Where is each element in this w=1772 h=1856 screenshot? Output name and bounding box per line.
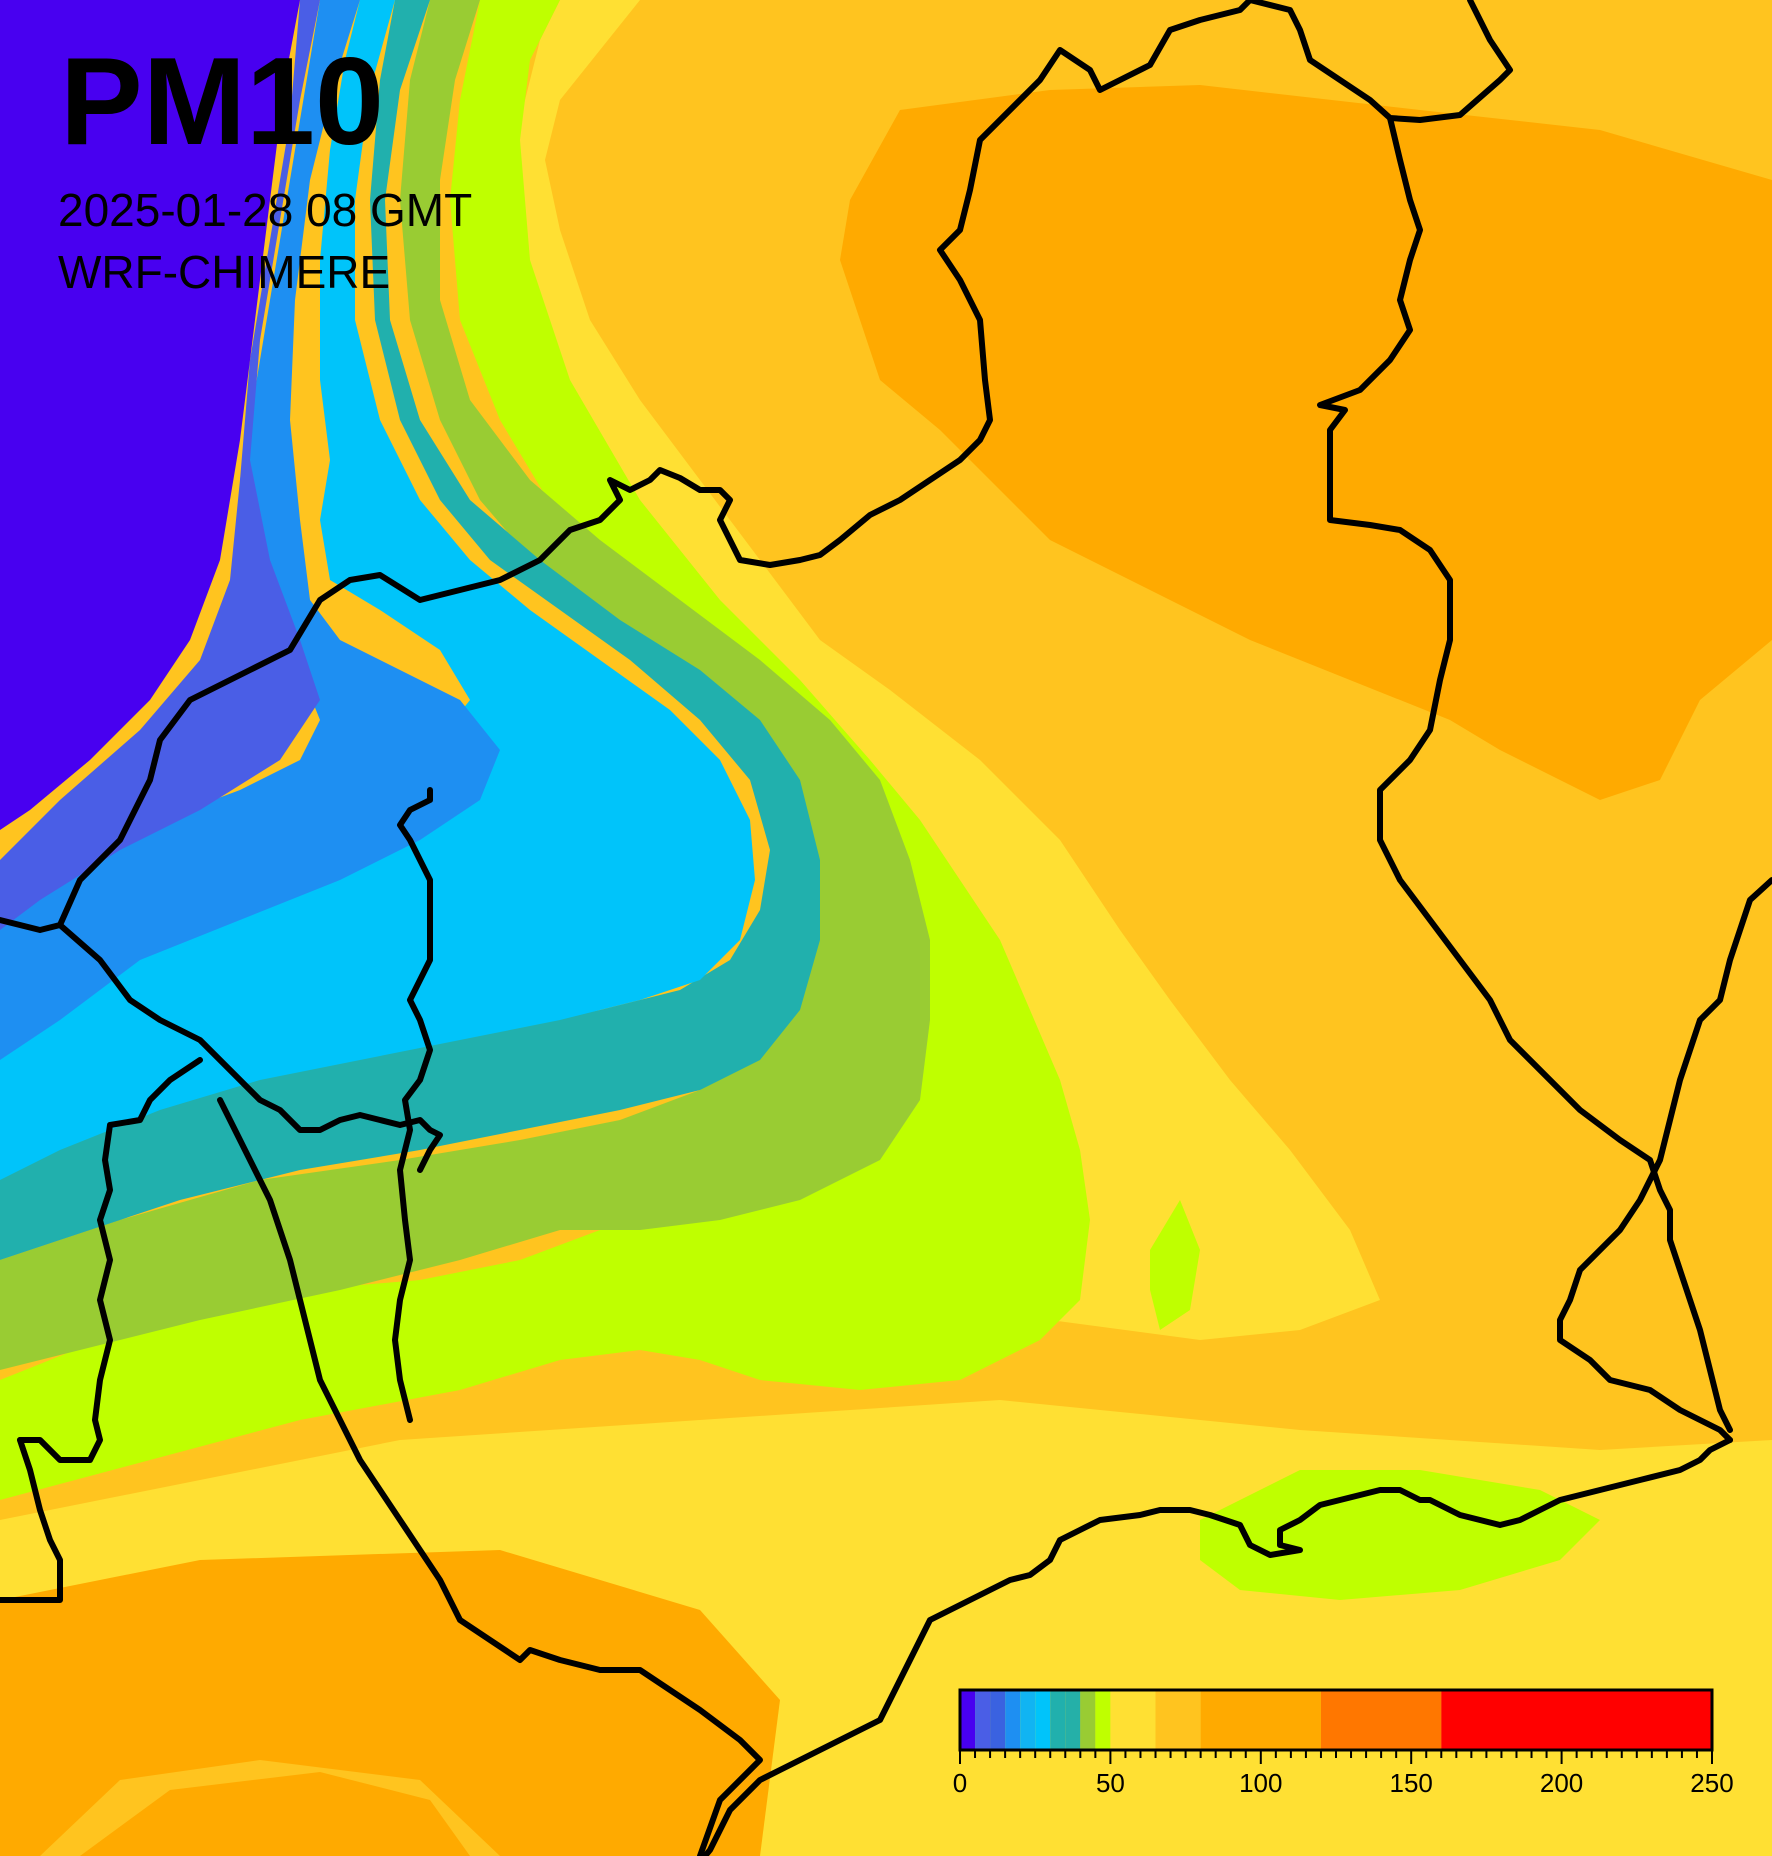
colorbar-tick-label: 250 [1690,1768,1733,1798]
border-inner-1 [57,922,443,1173]
field-orange-southwest-core [80,1772,470,1856]
map-title: PM10 [60,33,384,171]
colorbar-band [1095,1690,1111,1750]
colorbar: 0 50 100 150 200 250 [953,1688,1734,1798]
border-inner-2 [17,1057,203,1463]
colorbar-band [975,1690,991,1750]
colorbar-band [1320,1690,1442,1750]
forecast-timestamp: 2025-01-28 08 GMT [58,184,473,236]
colorbar-band [1005,1690,1021,1750]
border-east-2 [1557,877,1772,1443]
border-southwest [217,1097,763,1856]
colorbar-band [1200,1690,1321,1750]
colorbar-band [1155,1690,1201,1750]
colorbar-band [1080,1690,1096,1750]
border-east-north [1247,0,1513,123]
field-orange-northeast [840,85,1772,800]
coastline-south [702,1437,1733,1856]
colorbar-bands [960,1690,1712,1750]
colorbar-tick-label: 100 [1239,1768,1282,1798]
colorbar-band [960,1690,976,1750]
border-inner-3 [0,1437,63,1603]
field-olive [0,0,930,1370]
colorbar-band [1020,1690,1036,1750]
colorbar-band [1035,1690,1051,1750]
colorbar-tick-label: 0 [953,1768,967,1798]
colorbar-tick-label: 50 [1096,1768,1125,1798]
colorbar-labels: 0 50 100 150 200 250 [953,1768,1734,1798]
field-lime-south-coast [1200,1470,1600,1600]
colorbar-band [1110,1690,1156,1750]
colorbar-band [1050,1690,1066,1750]
border-peninsula [392,787,433,1423]
colorbar-tick-label: 150 [1390,1768,1433,1798]
field-deep-violet [0,0,300,830]
colorbar-band [1065,1690,1081,1750]
field-blue-violet [0,0,320,930]
colorbar-tick-label: 200 [1540,1768,1583,1798]
border-east-1 [1317,115,1733,1433]
colorbar-ticks [959,1750,1713,1764]
field-lime-plain [1150,1200,1200,1330]
coastline-north [0,0,1253,933]
colorbar-band [1441,1690,1712,1750]
model-name: WRF-CHIMERE [58,246,391,298]
field-yellow-coastal [520,0,1380,1340]
colorbar-band [990,1690,1006,1750]
